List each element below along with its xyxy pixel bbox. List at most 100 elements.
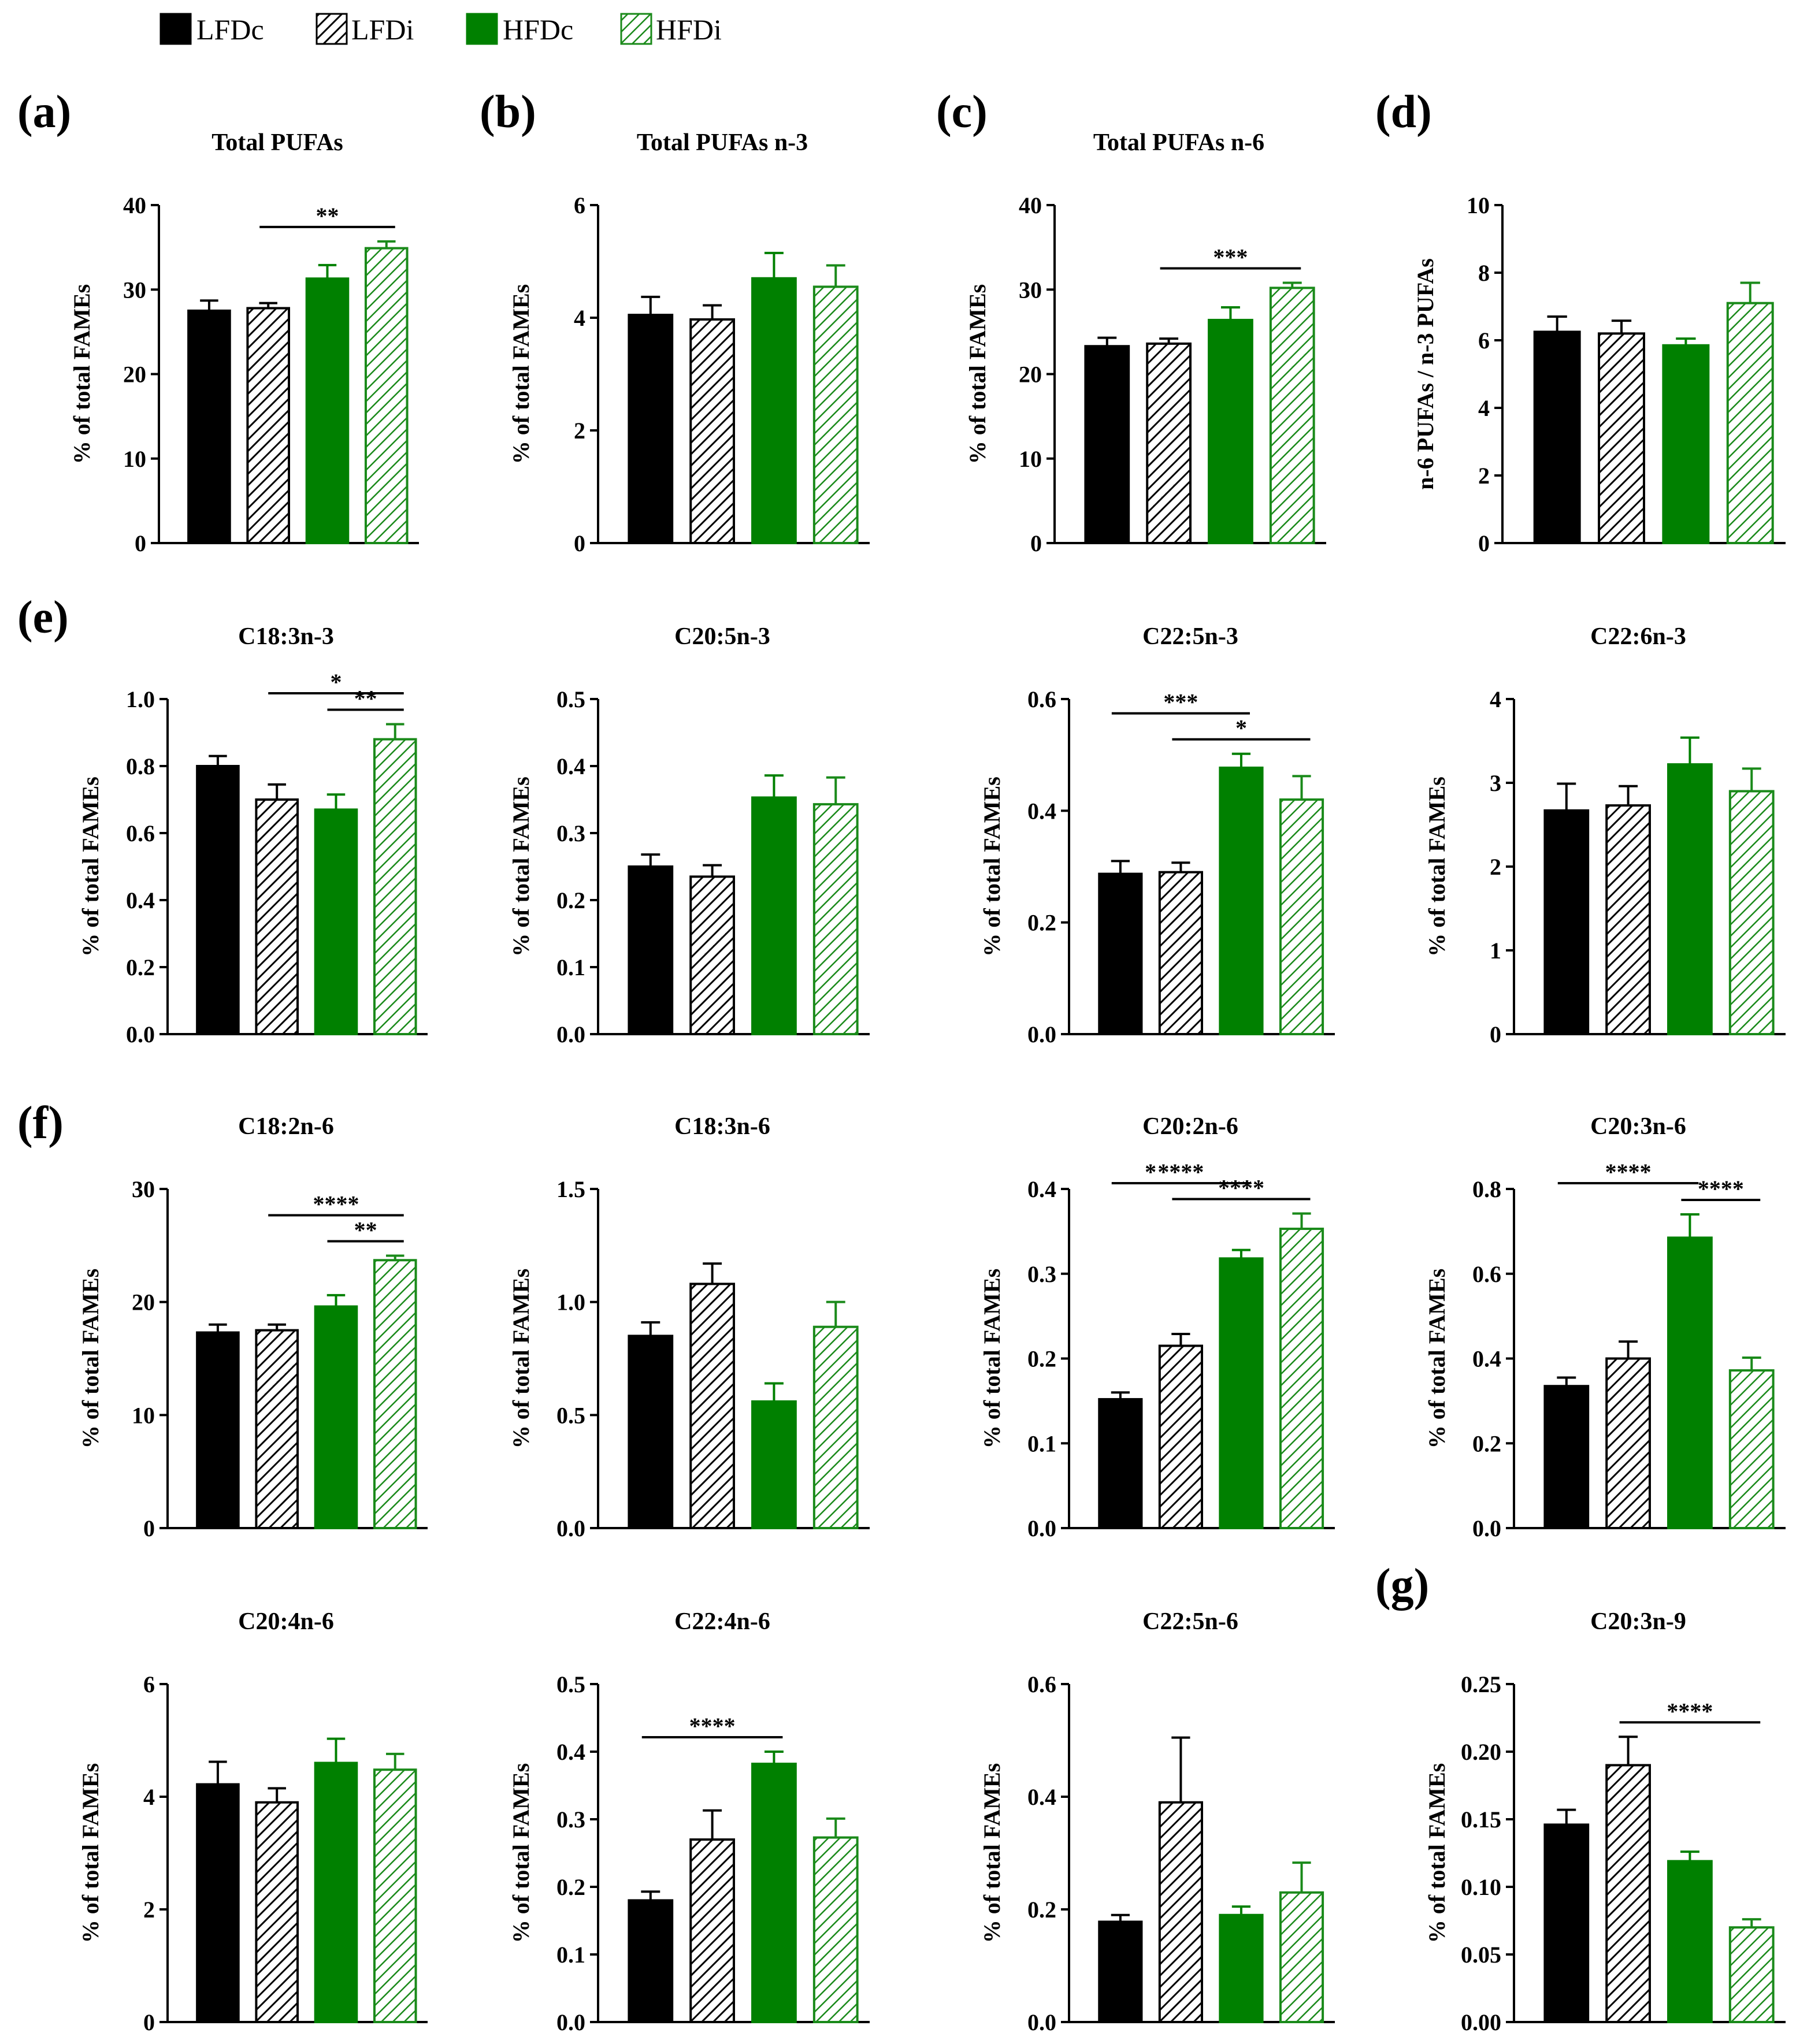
y-axis-label: % of total FAMEs [979, 776, 1005, 956]
error-bar-hfdi [826, 1817, 845, 1838]
error-bar-lfdi [268, 1787, 286, 1803]
chart-f4: C20:3n-6 % of total FAMEs 0.0 0.2 0.4 0.6 0.8 *… [1424, 1113, 1786, 1541]
bar-lfdc [1543, 1385, 1590, 1530]
bar-lfdi [1158, 871, 1204, 1035]
bar-lfdc [1098, 1920, 1143, 2023]
error-bar-hfdc [1676, 337, 1696, 345]
y-tick-label: 0.3 [556, 1807, 585, 1833]
significance-bracket: **** [1557, 1159, 1699, 1185]
error-bar-lfdi [1619, 785, 1638, 806]
error-bar-lfdi [1611, 319, 1632, 334]
error-bar-lfdc [641, 295, 660, 315]
bar-lfdi [1605, 1764, 1652, 2023]
y-tick-label: 1.5 [556, 1176, 585, 1202]
error-bar-lfdc [209, 1760, 227, 1785]
y-tick-label: 0.0 [1027, 1021, 1056, 1047]
bar-hfdc [751, 796, 797, 1036]
y-tick-label: 0.4 [1027, 798, 1056, 824]
y-tick-label: 0.0 [556, 2009, 585, 2035]
bar-hfdc [1219, 1257, 1264, 1529]
panel-label-f: (f) [17, 1098, 64, 1149]
chart-a: Total PUFAs % of total FAMEs 0 10 20 30 40 ** [69, 129, 419, 556]
y-tick-label: 0.4 [556, 753, 585, 779]
legend-swatch-lfdi [316, 13, 348, 45]
y-axis-label: % of total FAMEs [77, 776, 103, 956]
significance-label: **** [1157, 1159, 1204, 1185]
panel-label-b: (b) [480, 87, 536, 137]
significance-label: * [1145, 1159, 1156, 1185]
error-bar-hfdi [1742, 1918, 1761, 1928]
chart-f7: C22:5n-6 % of total FAMEs 0.0 0.2 0.4 0.6 [979, 1608, 1335, 2035]
error-bar-lfdc [1111, 1391, 1130, 1399]
significance-label: **** [1698, 1176, 1744, 1202]
significance-label: *** [1213, 244, 1248, 270]
y-tick-label: 0.0 [1027, 2009, 1056, 2035]
legend-item-hfdi: HFDi [620, 13, 722, 46]
significance-label: *** [1163, 689, 1198, 715]
error-bar-hfdi [377, 240, 396, 248]
y-tick-label: 0.00 [1461, 2009, 1501, 2035]
bar-hfdc [314, 1761, 358, 2023]
error-bar-hfdc [318, 263, 337, 279]
error-bar-hfdi [1292, 775, 1311, 800]
bar-hfdi [1279, 1891, 1324, 2023]
y-tick-label: 0.5 [556, 1671, 585, 1697]
chart-e4: C22:6n-3 % of total FAMEs 0 1 2 3 4 [1424, 623, 1786, 1047]
y-tick-label: 40 [1019, 192, 1042, 218]
panel-label-a: (a) [17, 87, 71, 137]
chart-title: C20:5n-3 [674, 623, 770, 650]
bar-lfdi [1146, 342, 1192, 544]
bar-lfdc [1533, 330, 1581, 544]
panel-label-e: (e) [17, 592, 69, 643]
y-axis-label: n-6 PUFAs / n-3 PUFAs [1412, 258, 1438, 490]
y-tick-label: 20 [123, 362, 146, 388]
error-bar-hfdc [764, 1382, 784, 1402]
y-tick-label: 0.2 [556, 887, 585, 913]
legend-swatch-lfdc [159, 13, 192, 45]
y-tick-label: 0 [1030, 530, 1042, 556]
y-tick-label: 3 [1490, 770, 1501, 796]
y-tick-label: 0 [143, 2009, 155, 2035]
bar-hfdc [1219, 766, 1264, 1036]
y-tick-label: 0.4 [1027, 1176, 1056, 1202]
y-tick-label: 6 [574, 192, 585, 218]
chart-title: C18:3n-3 [238, 623, 334, 650]
y-tick-label: 4 [1478, 395, 1490, 421]
bar-hfdi [1728, 1926, 1775, 2023]
error-bar-lfdc [1111, 860, 1130, 874]
y-tick-label: 0.0 [1027, 1515, 1056, 1541]
error-bar-hfdc [764, 774, 784, 798]
error-bar-lfdc [200, 299, 218, 311]
error-bar-lfdc [1097, 336, 1117, 347]
y-tick-label: 2 [1478, 463, 1490, 489]
significance-bracket: *** [1160, 244, 1301, 270]
error-bar-hfdc [1231, 1905, 1251, 1915]
error-bar-lfdc [209, 755, 227, 766]
y-axis-label: % of total FAMEs [508, 1763, 534, 1943]
error-bar-hfdc [326, 1737, 346, 1763]
y-tick-label: 30 [1019, 277, 1042, 303]
bar-hfdi [364, 247, 409, 544]
significance-bracket: ** [327, 686, 404, 712]
error-bar-hfdc [764, 1751, 784, 1764]
error-bar-hfdc [326, 1294, 346, 1307]
y-tick-label: 0.4 [126, 887, 155, 913]
y-axis-label: % of total FAMEs [979, 1763, 1005, 1943]
significance-label: ** [316, 203, 339, 229]
y-tick-label: 0.2 [126, 954, 155, 980]
chart-g: C20:3n-9 % of total FAMEs 0.00 0.05 0.10 0.15… [1424, 1608, 1786, 2035]
bar-lfdc [187, 309, 231, 544]
y-axis-label: % of total FAMEs [508, 1269, 534, 1448]
chart-title: C18:3n-6 [674, 1113, 770, 1140]
y-tick-label: 0 [574, 530, 585, 556]
y-tick-label: 0.1 [556, 1942, 585, 1968]
y-tick-label: 0.3 [1027, 1261, 1056, 1287]
y-tick-label: 2 [1490, 854, 1501, 880]
y-tick-label: 1.0 [126, 686, 155, 712]
bar-lfdi [246, 307, 290, 544]
bar-hfdc [751, 1763, 797, 2024]
y-tick-label: 0.2 [1027, 1346, 1056, 1372]
error-bar-hfdc [1231, 752, 1251, 768]
legend: LFDc LFDi HFDc HFDi [159, 13, 722, 46]
